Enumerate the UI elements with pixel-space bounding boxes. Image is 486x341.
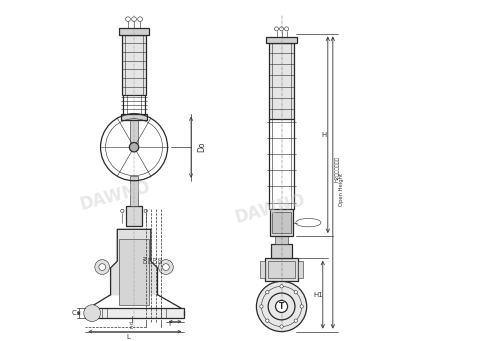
Text: H2（开启高度）: H2（开启高度） [334,156,339,182]
Text: D2: D2 [154,255,158,263]
Bar [130,176,138,206]
Circle shape [266,291,269,294]
Circle shape [162,264,169,270]
Circle shape [121,209,124,212]
Bar [269,43,295,119]
Polygon shape [111,229,157,295]
Bar [275,236,288,244]
Bar [121,114,147,120]
Bar [273,212,291,233]
Bar [122,35,146,95]
Text: DAWNO: DAWNO [232,191,307,227]
Circle shape [280,285,283,288]
Bar [260,261,265,278]
Text: C: C [71,310,76,316]
Circle shape [158,260,174,275]
Bar [265,258,298,281]
Circle shape [99,264,105,270]
Text: D3: D3 [148,255,153,263]
Text: Do: Do [198,142,207,152]
Text: DAWNO: DAWNO [78,178,153,214]
Bar [119,239,149,305]
Bar [266,36,297,43]
Circle shape [95,260,109,275]
Circle shape [144,209,147,212]
Bar [86,308,184,318]
Circle shape [260,305,263,308]
Bar [268,261,295,278]
Circle shape [129,143,139,152]
Bar [298,261,303,278]
Circle shape [266,319,269,322]
Bar [271,244,292,258]
Text: L: L [126,333,130,340]
Text: DN: DN [143,254,148,263]
Text: H: H [321,132,327,138]
Bar [130,120,138,143]
Circle shape [257,281,307,331]
Bar [119,28,149,35]
Circle shape [280,325,283,328]
Circle shape [300,305,303,308]
Text: f: f [169,321,171,327]
Circle shape [294,319,297,322]
Text: n-d: n-d [130,320,135,328]
Circle shape [276,300,288,312]
Text: T: T [279,302,284,311]
Text: Open Height: Open Height [339,173,345,206]
Text: D1: D1 [158,255,163,263]
Circle shape [84,305,101,322]
Bar [126,206,142,226]
Text: H1: H1 [313,292,323,298]
Bar [270,209,293,236]
Circle shape [294,291,297,294]
